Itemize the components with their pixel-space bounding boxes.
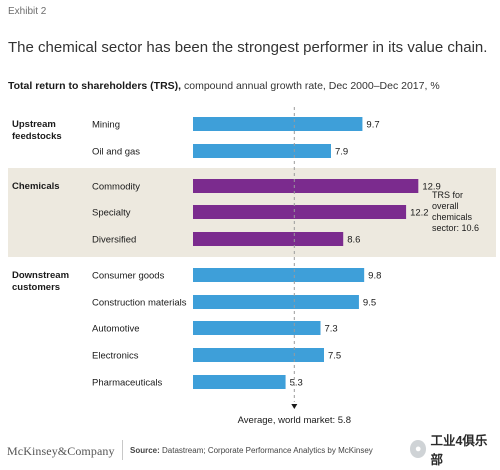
value-label: 7.3: [325, 324, 338, 335]
value-label: 9.5: [363, 298, 376, 309]
category-label: Consumer goods: [92, 271, 165, 282]
chemicals-trs-annotation: TRS for: [432, 190, 463, 200]
value-label: 7.9: [335, 147, 348, 158]
group-label: Chemicals: [12, 181, 60, 192]
bar: [193, 321, 321, 335]
category-label: Pharmaceuticals: [92, 378, 162, 389]
category-label: Construction materials: [92, 298, 187, 309]
chemicals-trs-annotation: overall: [432, 201, 459, 211]
average-reference-label: Average, world market: 5.8: [238, 415, 351, 426]
footer-source: Source: Datastream; Corporate Performanc…: [130, 446, 373, 455]
bar: [193, 232, 344, 246]
wechat-icon: ●: [410, 440, 427, 458]
mckinsey-logo: McKinsey&Company: [7, 444, 115, 458]
bar: [193, 268, 365, 282]
bar: [193, 295, 359, 309]
value-label: 8.6: [347, 235, 360, 246]
category-label: Electronics: [92, 351, 139, 362]
bar: [193, 144, 331, 158]
chemicals-trs-annotation: sector: 10.6: [432, 223, 479, 233]
category-label: Diversified: [92, 235, 136, 246]
value-label: 5.3: [290, 378, 303, 389]
bar: [193, 375, 286, 389]
value-label: 9.7: [366, 120, 379, 131]
chart-subtitle-rest: compound annual growth rate, Dec 2000–De…: [181, 80, 440, 92]
bar: [193, 205, 407, 219]
value-label: 9.8: [368, 271, 381, 282]
category-label: Specialty: [92, 208, 131, 219]
chart-subtitle: Total return to shareholders (TRS), comp…: [8, 80, 440, 92]
source-text: Datastream; Corporate Performance Analyt…: [159, 446, 373, 455]
value-label: 12.2: [410, 208, 429, 219]
chemicals-trs-annotation: chemicals: [432, 212, 473, 222]
bar: [193, 117, 363, 131]
source-label: Source:: [130, 446, 160, 455]
bar: [193, 179, 419, 193]
category-label: Oil and gas: [92, 147, 140, 158]
footer-divider: [122, 440, 123, 460]
category-label: Automotive: [92, 324, 140, 335]
group-label: Upstream: [12, 119, 56, 130]
group-label: feedstocks: [12, 131, 62, 142]
watermark: ● 工业4俱乐部: [406, 434, 500, 467]
average-marker-icon: [291, 404, 298, 409]
watermark-text: 工业4俱乐部: [430, 434, 488, 467]
value-label: 12.9: [422, 182, 441, 193]
category-label: Mining: [92, 120, 120, 131]
bar: [193, 348, 324, 362]
chart-title: The chemical sector has been the stronge…: [8, 39, 488, 56]
value-label: 7.5: [328, 351, 341, 362]
chart-subtitle-bold: Total return to shareholders (TRS),: [8, 80, 182, 92]
exhibit-label: Exhibit 2: [8, 6, 47, 17]
group-label: customers: [12, 282, 60, 293]
group-label: Downstream: [12, 270, 69, 281]
category-label: Commodity: [92, 182, 140, 193]
